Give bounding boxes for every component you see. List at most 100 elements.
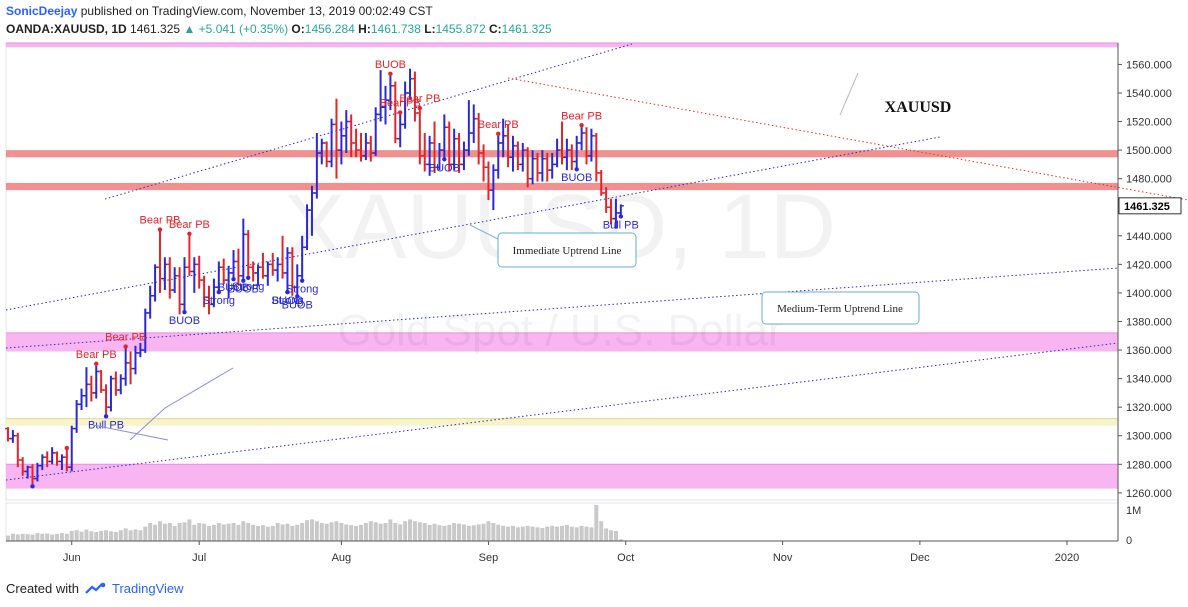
volume-bar — [452, 523, 457, 541]
volume-bar — [285, 523, 290, 541]
zone-pink-5 — [6, 464, 1118, 489]
y-tick-label: 1540.000 — [1126, 88, 1172, 100]
ohlc-bar — [583, 127, 590, 165]
tradingview-link[interactable]: TradingView — [112, 581, 184, 596]
marker-label: Bear PB — [478, 119, 519, 131]
volume-bar — [525, 525, 530, 541]
marker-label: BUOB — [561, 172, 592, 184]
ohlc-bar — [147, 285, 154, 319]
last-price: 1461.325 — [130, 22, 181, 36]
ohlc-bar — [171, 267, 178, 293]
last-price-tag-label: 1461.325 — [1124, 201, 1170, 213]
volume-bar — [461, 524, 466, 541]
callout-medium-term-uptrend: Medium-Term Uptrend Line — [761, 291, 920, 325]
volume-bar — [55, 533, 60, 541]
volume-bar — [481, 523, 486, 541]
marker-label: Bear PB — [561, 110, 602, 122]
volume-bar — [89, 531, 94, 541]
volume-bar — [555, 526, 560, 541]
ohlc-bar — [186, 235, 193, 276]
volume-bar — [221, 524, 226, 541]
ohlc-bar — [176, 267, 183, 315]
ohlc-bar — [328, 118, 335, 168]
ohlc-bar — [274, 257, 281, 282]
y-tick-label: 1320.000 — [1126, 402, 1172, 414]
volume-bar — [79, 531, 84, 541]
x-tick-label: Aug — [332, 552, 352, 564]
up-arrow-icon: ▲ — [183, 22, 196, 36]
marker-dot — [388, 71, 393, 77]
marker-dot — [231, 277, 236, 282]
x-tick-label: Jun — [63, 552, 81, 564]
x-tick-label: Oct — [617, 552, 634, 564]
open-value: 1456.284 — [304, 22, 355, 36]
callout-box — [497, 232, 637, 268]
ohlc-bar — [196, 255, 203, 289]
volume-bar — [378, 523, 383, 541]
chart-axes: 1260.000 1280.000 1300.000 1320.000 1340.000… — [6, 43, 1182, 564]
callout-box — [761, 291, 920, 325]
marker-label: BUOB — [218, 282, 249, 294]
marker-label: Bull PB — [88, 419, 124, 431]
volume-bar — [246, 523, 251, 541]
volume-pane — [6, 505, 623, 541]
marker-dot — [187, 231, 192, 236]
symbol-label: XAUUSD — [885, 99, 952, 116]
volume-bar — [574, 527, 579, 541]
volume-bar — [520, 526, 525, 541]
volume-bar — [59, 533, 64, 541]
projection-arrow — [129, 407, 166, 441]
volume-bar — [211, 524, 216, 541]
x-tick-label: Jul — [192, 552, 206, 564]
zone-pink-3 — [6, 332, 1118, 352]
marker-dot — [241, 278, 246, 283]
marker-label: Strong — [286, 284, 318, 296]
volume-bar — [94, 532, 99, 541]
price-change: +5.041 (+0.35%) — [198, 22, 289, 36]
created-with-text: Created with — [6, 581, 79, 596]
volume-bar — [290, 525, 295, 541]
ohlc-bar — [470, 104, 477, 143]
volume-bar — [25, 534, 30, 541]
marker-label: BUOB — [282, 299, 313, 311]
volume-bar — [104, 530, 109, 541]
y-tick-label: 1520.000 — [1126, 117, 1172, 129]
publish-text: published on TradingView.com, November 1… — [80, 4, 433, 18]
marker-label: Strong — [203, 295, 235, 307]
volume-bar — [501, 525, 506, 541]
x-tick-label: 2020 — [1055, 552, 1079, 564]
marker-dot — [579, 123, 584, 128]
volume-bar — [569, 526, 574, 541]
volume-bar — [383, 523, 388, 541]
ohlc-bar — [465, 100, 472, 156]
volume-bar — [153, 524, 158, 541]
open-label: O: — [291, 22, 305, 36]
volume-bar — [540, 528, 545, 541]
marker-dot — [30, 484, 35, 489]
volume-bar — [133, 529, 138, 541]
y-tick-label: 1360.000 — [1126, 345, 1172, 357]
volume-bar — [604, 528, 609, 541]
callout-text: Immediate Uptrend Line — [513, 245, 622, 257]
author-link[interactable]: SonicDeejay — [6, 4, 78, 18]
volume-bar — [167, 523, 172, 541]
volume-bar — [172, 525, 177, 541]
ohlc-bar — [93, 365, 100, 399]
high-label: H: — [358, 22, 371, 36]
y-tick-label: 1400.000 — [1126, 288, 1172, 300]
ohlc-bar — [117, 374, 124, 395]
publish-info: SonicDeejay published on TradingView.com… — [6, 4, 433, 18]
volume-bar — [138, 530, 143, 541]
ohlc-bar — [617, 204, 624, 215]
symbol-name[interactable]: OANDA:XAUUSD, 1D — [6, 22, 127, 36]
volume-bar — [216, 523, 221, 541]
marker-label: Bear PB — [105, 332, 146, 344]
volume-bar — [231, 523, 236, 541]
x-tick-label: Dec — [910, 552, 930, 564]
volume-bar — [108, 531, 113, 541]
ohlc-bar — [112, 371, 119, 396]
volume-bar — [251, 524, 256, 541]
marker-label: Bear PB — [399, 93, 440, 105]
zone-pink-0 — [6, 43, 1118, 48]
